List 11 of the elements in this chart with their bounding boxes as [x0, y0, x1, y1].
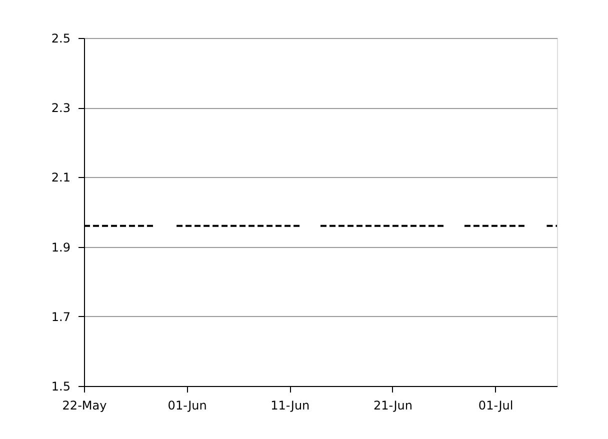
x-tick-label: 01-Jul [478, 398, 514, 412]
x-tick-label: 21-Jun [373, 398, 412, 412]
y-tick-label: 2.5 [51, 32, 70, 46]
y-tick-label: 2.1 [51, 170, 70, 185]
x-tick-label: 22-May [62, 398, 107, 412]
y-tick-label: 1.7 [51, 310, 70, 324]
x-tick-label: 01-Jun [168, 398, 207, 412]
y-tick-label: 1.9 [51, 240, 70, 254]
y-tick-label: 1.5 [51, 380, 70, 394]
x-tick-label: 11-Jun [270, 398, 310, 412]
y-tick-label: 2.3 [51, 101, 70, 116]
